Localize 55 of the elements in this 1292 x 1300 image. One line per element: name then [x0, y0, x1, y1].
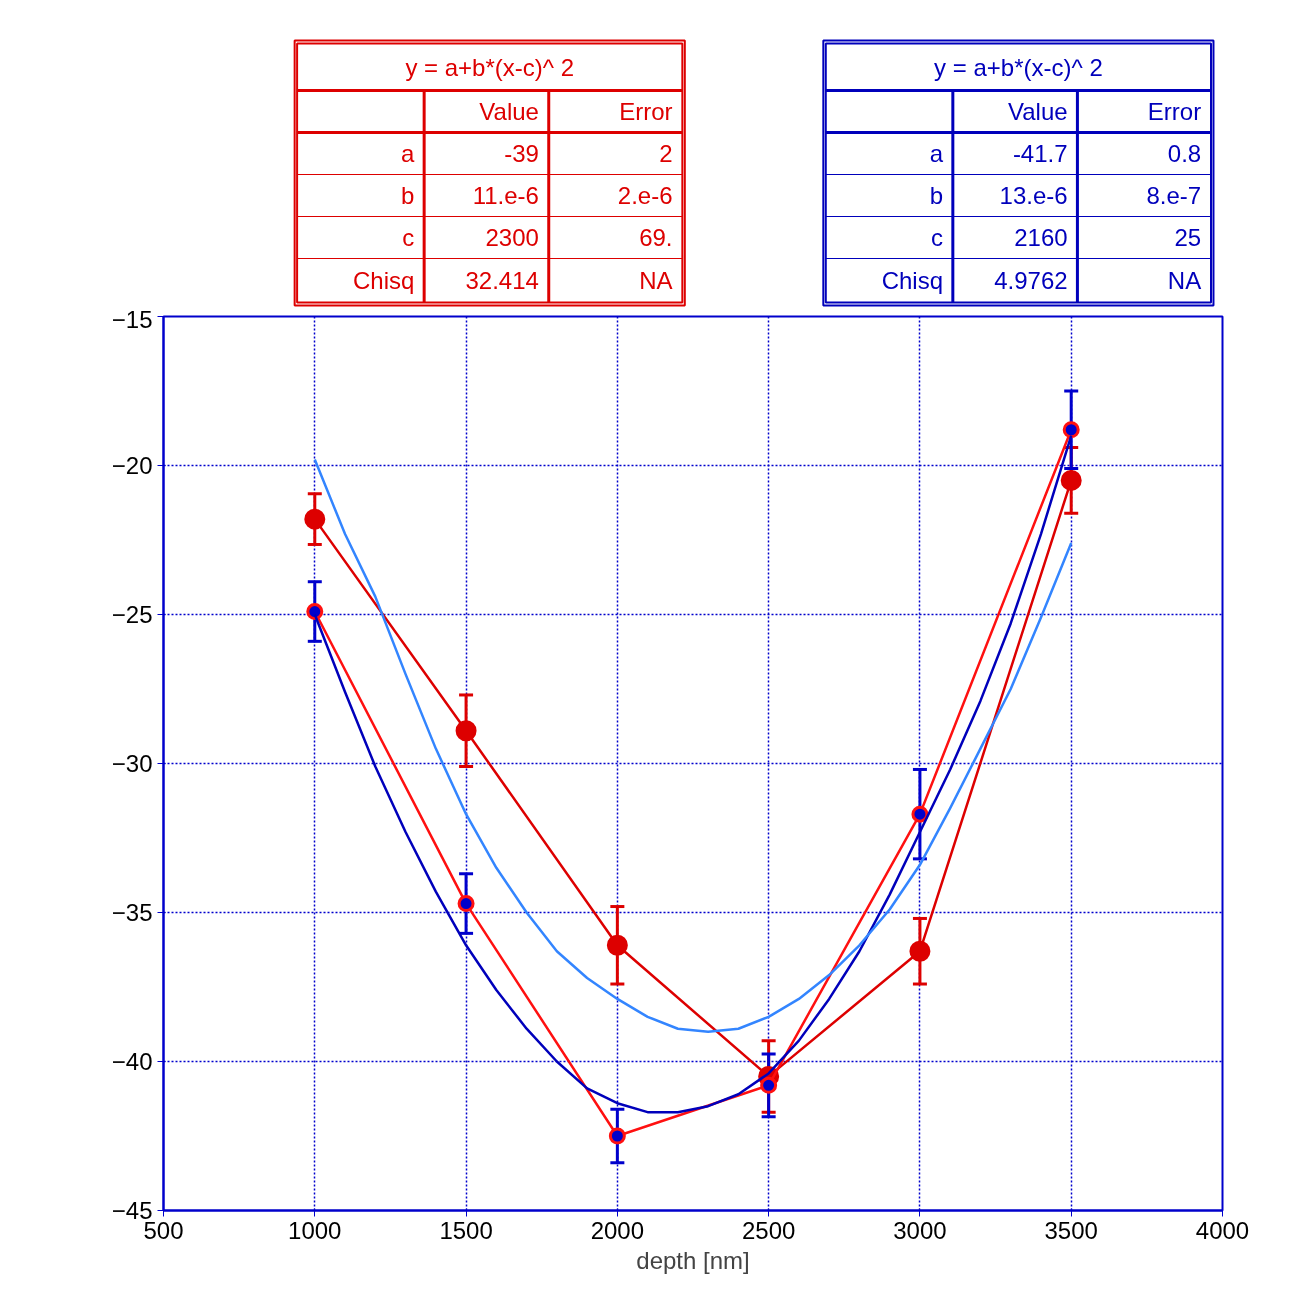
- text: 32.414: [465, 267, 539, 294]
- text: b: [929, 182, 944, 209]
- text: Error: [619, 98, 673, 125]
- text: a: [929, 140, 944, 167]
- text: NA: [1167, 267, 1202, 294]
- point: [457, 895, 475, 913]
- text: c: [931, 224, 943, 251]
- text: Chisq: [352, 267, 415, 294]
- x-tick-label: 1500: [439, 1216, 493, 1244]
- text: Error: [1147, 98, 1202, 125]
- text: -41.7: [1012, 140, 1068, 167]
- text: 69.: [639, 224, 673, 251]
- text: Value: [1007, 98, 1068, 125]
- text: c: [402, 224, 415, 251]
- y-tick-label: −35: [111, 899, 153, 926]
- point: [1062, 421, 1080, 439]
- text: -39: [504, 140, 539, 167]
- text: 25: [1174, 224, 1202, 251]
- text: 11.e-6: [472, 182, 539, 209]
- point: [306, 603, 324, 621]
- point: [909, 940, 931, 962]
- text: y = a+b*(x-c)^ 2: [405, 53, 575, 81]
- text: Chisq: [881, 267, 943, 294]
- x-axis-title: depth [nm]: [636, 1246, 750, 1274]
- text: 2.e-6: [617, 182, 673, 209]
- text: 8.e-7: [1146, 182, 1202, 209]
- point: [304, 508, 326, 530]
- point: [911, 805, 929, 823]
- point: [1060, 469, 1082, 491]
- text: 0.8: [1167, 140, 1202, 167]
- y-tick-label: −30: [111, 750, 153, 777]
- y-tick-label: −20: [111, 452, 153, 479]
- x-tick-label: 2500: [741, 1216, 796, 1244]
- text: b: [400, 182, 415, 209]
- text: Value: [479, 98, 539, 125]
- x-tick-label: 4000: [1195, 1216, 1250, 1244]
- text: 2160: [1014, 224, 1068, 251]
- point: [608, 1127, 626, 1145]
- point: [455, 720, 477, 742]
- text: 2: [659, 140, 673, 167]
- text: 13.e-6: [999, 182, 1068, 209]
- y-tick-label: −15: [111, 305, 153, 333]
- text: NA: [639, 267, 673, 294]
- text: 4.9762: [994, 267, 1068, 294]
- x-tick-label: 2000: [590, 1216, 645, 1244]
- point: [760, 1076, 778, 1094]
- y-tick-label: −25: [111, 601, 153, 628]
- point: [606, 934, 628, 956]
- text: 2300: [485, 224, 539, 251]
- x-tick-label: 3000: [893, 1216, 947, 1244]
- text: y = a+b*(x-c)^ 2: [934, 53, 1103, 81]
- x-tick-label: 3500: [1044, 1216, 1098, 1244]
- text: a: [400, 140, 415, 167]
- y-tick-label: −40: [111, 1048, 153, 1075]
- x-tick-label: 1000: [288, 1216, 342, 1244]
